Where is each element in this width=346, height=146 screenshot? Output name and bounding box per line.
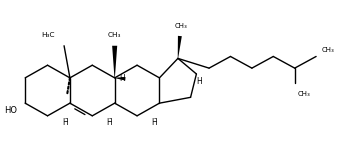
Polygon shape [178, 36, 182, 58]
Polygon shape [112, 46, 117, 78]
Text: Ḧ: Ḧ [152, 118, 157, 127]
Text: Ḧ: Ḧ [106, 118, 112, 127]
Text: CH₃: CH₃ [108, 32, 121, 38]
Polygon shape [115, 77, 126, 81]
Text: H: H [197, 77, 202, 86]
Text: HO: HO [4, 106, 17, 115]
Text: H: H [119, 74, 125, 83]
Text: CH₃: CH₃ [298, 91, 310, 97]
Text: Ḧ: Ḧ [62, 118, 68, 127]
Text: CH₃: CH₃ [174, 23, 187, 29]
Text: H₃C: H₃C [41, 32, 54, 38]
Text: CH₃: CH₃ [322, 47, 335, 53]
